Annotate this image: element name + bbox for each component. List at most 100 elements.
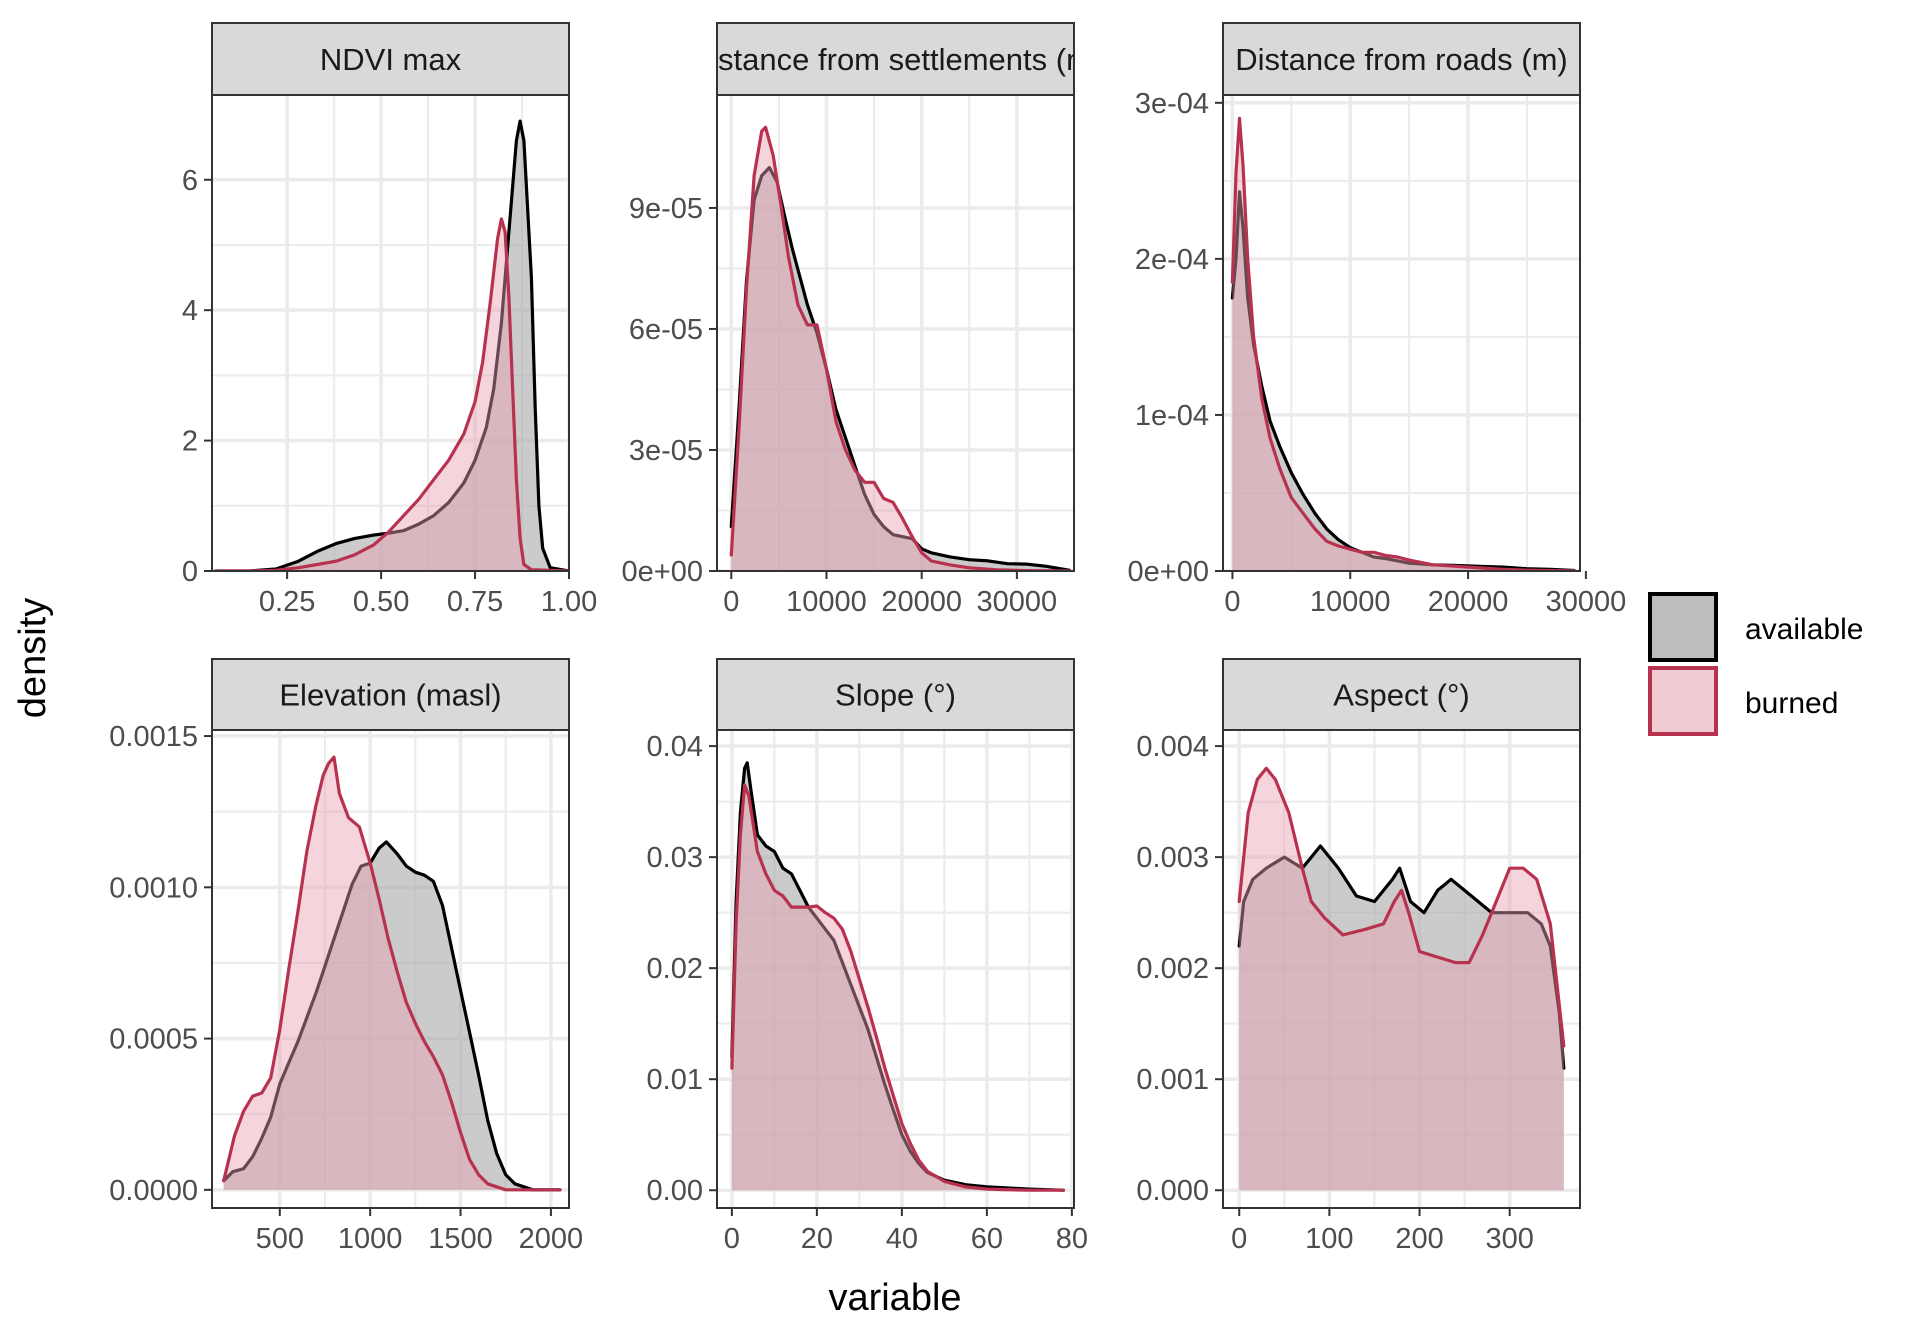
density-area-burned — [215, 218, 569, 571]
density-area-burned — [731, 785, 1064, 1191]
x-tick-label: 0 — [723, 586, 739, 618]
density-line-burned — [1230, 116, 1576, 571]
y-tick-label: 0e+00 — [1128, 556, 1209, 588]
legend-key-burned — [1648, 666, 1718, 736]
density-series — [1237, 766, 1566, 1191]
y-tick-label: 0.03 — [647, 842, 703, 874]
density-area-available — [1232, 191, 1575, 571]
panel-border — [211, 94, 570, 572]
panel-border — [211, 729, 570, 1209]
density-area-burned — [731, 127, 1070, 571]
x-tick-label: 20000 — [1428, 586, 1509, 618]
y-tick-label: 0.000 — [1136, 1175, 1209, 1207]
strip-background — [211, 22, 570, 96]
y-tick-label: 2 — [182, 426, 198, 458]
strip-title: Distance from settlements (m) — [689, 42, 1102, 77]
density-line-available — [1237, 844, 1566, 1070]
density-line-available — [729, 166, 1071, 571]
density-series — [214, 119, 569, 571]
y-tick-label: 0.0015 — [109, 721, 198, 753]
x-tick-label: 30000 — [1546, 586, 1627, 618]
x-tick-label: 30000 — [977, 586, 1058, 618]
panel-5: Slope (°) 0 20 40 60 80 0.00 0.01 0.02 0.03 0.04 — [647, 658, 1088, 1255]
y-tick-label: 6 — [182, 165, 198, 197]
strip-title: Elevation (masl) — [279, 678, 501, 713]
y-tick-label: 0.003 — [1136, 842, 1209, 874]
y-tick-label: 0.01 — [647, 1064, 703, 1096]
x-tick-label: 1000 — [338, 1223, 403, 1255]
density-line-burned — [214, 217, 569, 571]
x-tick-label: 40 — [886, 1223, 918, 1255]
y-tick-label: 0.02 — [647, 953, 703, 985]
x-tick-label: 10000 — [1310, 586, 1391, 618]
strip-background — [1222, 658, 1581, 731]
y-tick-label: 2e-04 — [1135, 244, 1209, 276]
density-line-available — [222, 840, 562, 1192]
x-tick-label: 0.50 — [353, 586, 409, 618]
y-tick-label: 0.04 — [647, 731, 703, 763]
y-tick-label: 0 — [182, 556, 198, 588]
x-tick-label: 0 — [724, 1223, 740, 1255]
density-area-available — [215, 121, 569, 571]
density-area-available — [731, 167, 1070, 571]
y-tick-label: 1e-04 — [1135, 400, 1209, 432]
density-line-burned — [729, 125, 1071, 571]
panel-2: Distance from settlements (m) 0 10000 20000… — [622, 22, 1102, 618]
gridlines — [717, 95, 1074, 571]
y-tick-label: 4 — [182, 295, 198, 327]
density-area-burned — [223, 757, 560, 1190]
y-tick-label: 0.001 — [1136, 1064, 1209, 1096]
density-series — [1230, 116, 1576, 571]
x-tick-label: 100 — [1305, 1223, 1353, 1255]
y-axis-title: density — [12, 598, 54, 718]
panels: NDVI max 0.25 0.50 0.75 1.00 0 2 4 6 Distance fro… — [109, 22, 1627, 1255]
strip-title: NDVI max — [320, 42, 462, 77]
x-tick-label: 20 — [801, 1223, 833, 1255]
legend-key-available — [1648, 592, 1718, 662]
density-line-burned — [1237, 766, 1566, 1048]
strip-background — [211, 658, 570, 731]
x-tick-label: 2000 — [519, 1223, 584, 1255]
x-tick-label: 0 — [1224, 586, 1240, 618]
x-tick-label: 200 — [1395, 1223, 1443, 1255]
strip-background — [1222, 22, 1581, 96]
panel-6: Aspect (°) 0 100 200 300 0.000 0.001 0.002 0.003… — [1136, 658, 1581, 1255]
y-tick-label: 0.002 — [1136, 953, 1209, 985]
y-tick-label: 6e-05 — [629, 314, 703, 346]
strip-title: Aspect (°) — [1333, 678, 1469, 713]
density-area-available — [223, 841, 560, 1190]
x-tick-label: 10000 — [786, 586, 867, 618]
x-tick-label: 0.75 — [447, 586, 503, 618]
y-tick-label: 0.004 — [1136, 731, 1209, 763]
density-series — [730, 761, 1065, 1192]
strip-title: Distance from roads (m) — [1235, 42, 1567, 77]
density-line-burned — [222, 755, 562, 1192]
panel-4: Elevation (masl) 500 1000 1500 2000 0.0000 0.0… — [109, 658, 584, 1255]
legend: available burned — [1648, 592, 1863, 736]
x-tick-label: 60 — [971, 1223, 1003, 1255]
legend-label-burned: burned — [1745, 687, 1838, 720]
panel-3: Distance from roads (m) 0 10000 20000 30000 0… — [1128, 22, 1627, 618]
panel-border — [716, 94, 1075, 572]
x-tick-label: 500 — [256, 1223, 304, 1255]
y-tick-label: 9e-05 — [629, 193, 703, 225]
y-tick-label: 3e-05 — [629, 435, 703, 467]
density-area-available — [731, 762, 1064, 1191]
density-series — [222, 755, 562, 1192]
panel-1: NDVI max 0.25 0.50 0.75 1.00 0 2 4 6 — [182, 22, 597, 618]
y-tick-label: 3e-04 — [1135, 88, 1209, 120]
x-tick-label: 0 — [1231, 1223, 1247, 1255]
y-tick-label: 0.0010 — [109, 872, 198, 904]
y-tick-label: 0.00 — [647, 1175, 703, 1207]
density-area-burned — [1239, 768, 1564, 1191]
density-line-burned — [730, 783, 1065, 1192]
legend-label-available: available — [1745, 613, 1863, 646]
x-tick-label: 1.00 — [541, 586, 597, 618]
x-axis-title: variable — [828, 1277, 961, 1319]
y-tick-label: 0.0000 — [109, 1175, 198, 1207]
y-tick-label: 0.0005 — [109, 1024, 198, 1056]
panel-border — [1222, 94, 1581, 572]
strip-background — [716, 22, 1075, 96]
density-series — [729, 125, 1071, 571]
